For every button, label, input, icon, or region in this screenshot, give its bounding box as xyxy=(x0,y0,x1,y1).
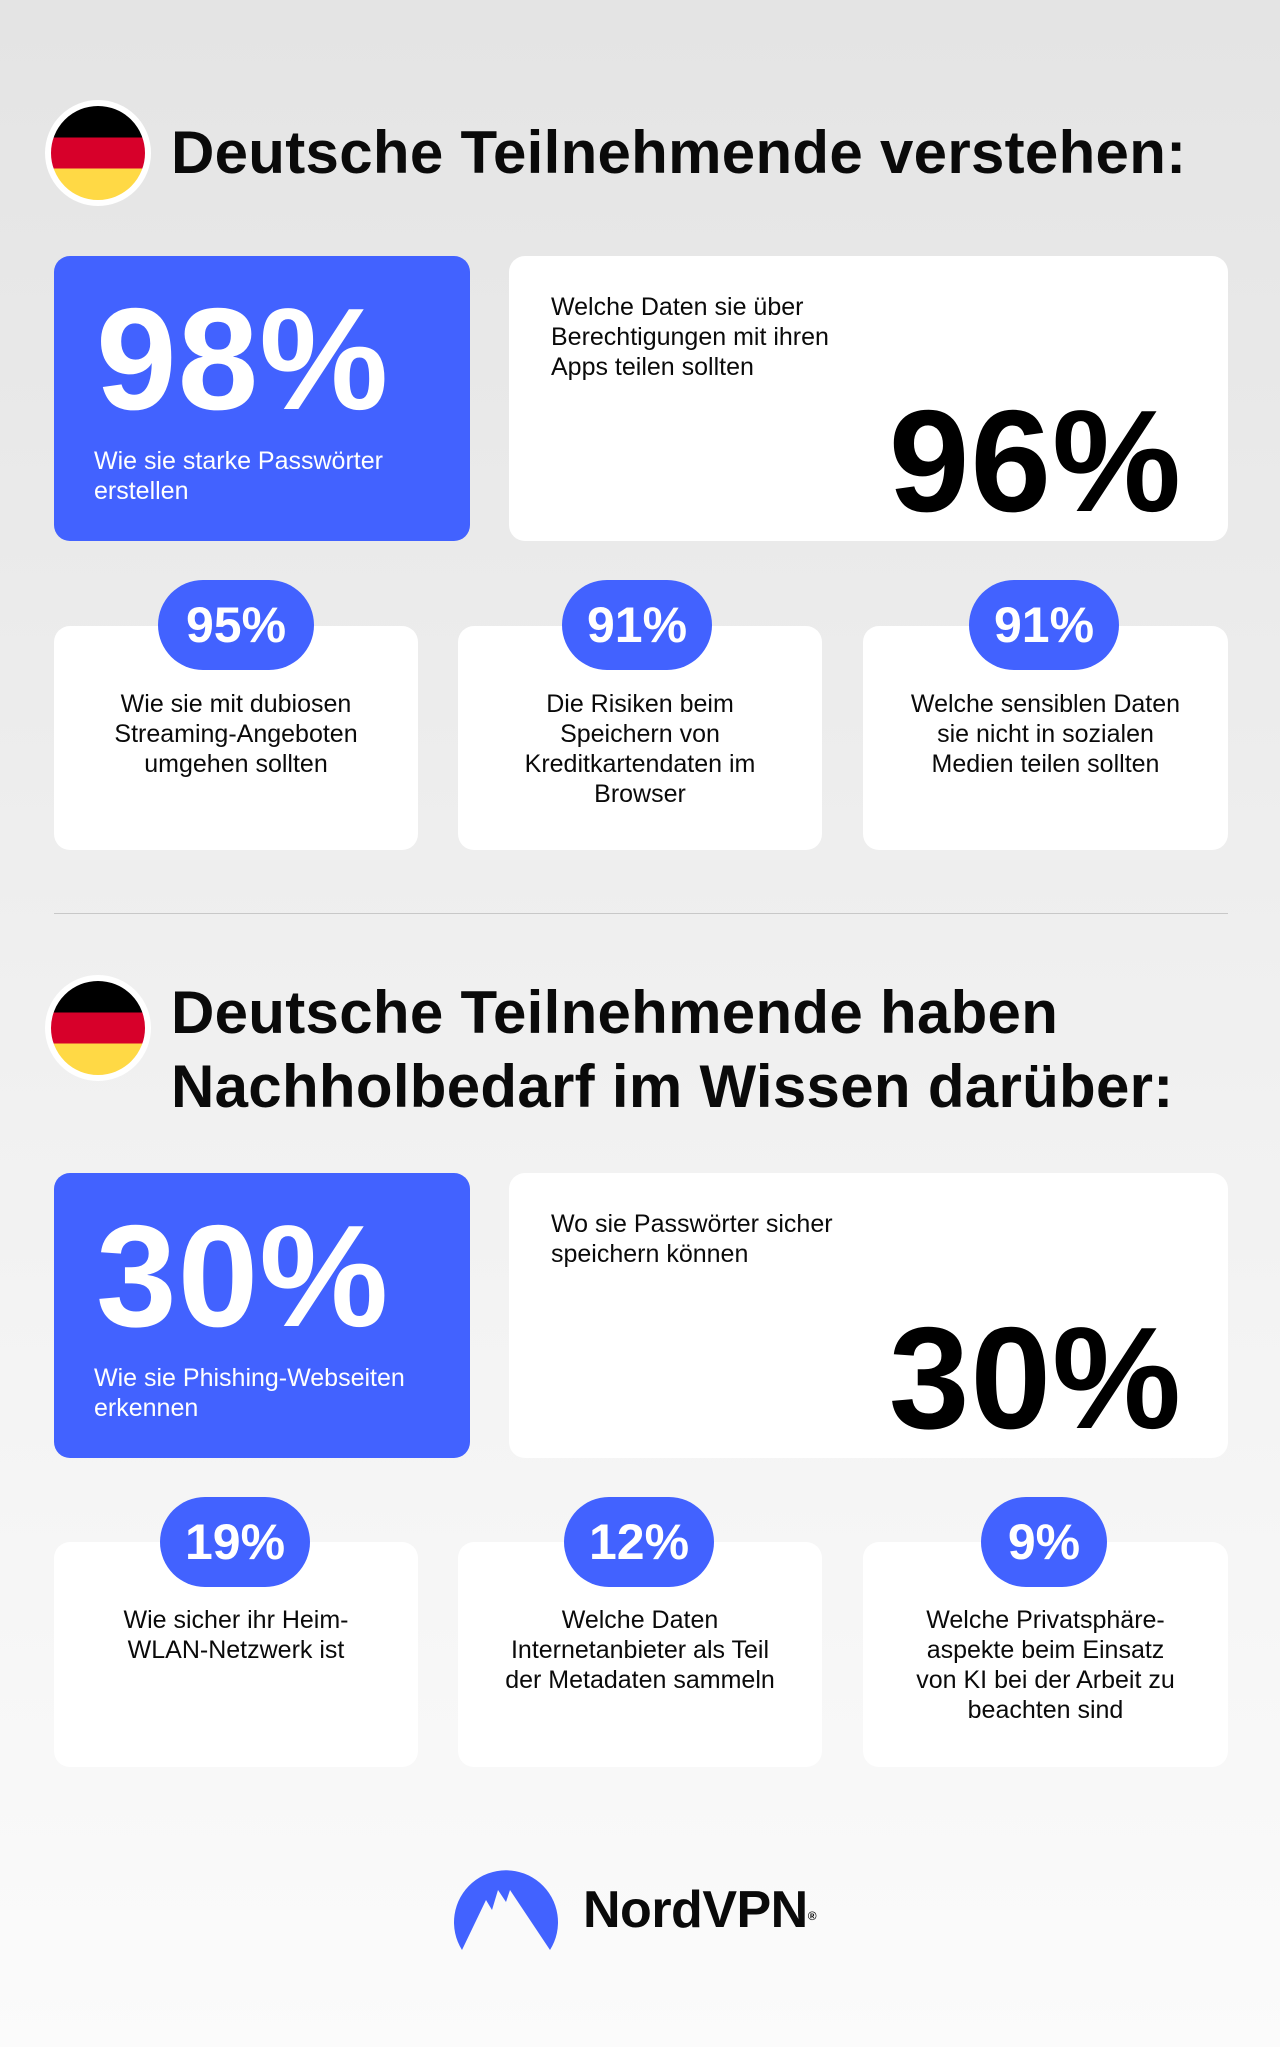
section2-title: Deutsche Teilnehmende haben Nachholbedar… xyxy=(171,979,1174,1120)
stat-label: Welche sensiblen Daten sie nicht in sozi… xyxy=(910,690,1181,778)
stat-pill: 19% xyxy=(160,1497,310,1587)
stat-label: Wie sicher ihr Heim-WLAN-Netzwerk ist xyxy=(123,1606,349,1664)
stat-pill: 9% xyxy=(981,1497,1107,1587)
nordvpn-logo-icon xyxy=(452,1862,562,1954)
stat-card-primary: 98% Wie sie starke Passwörter erstellen xyxy=(54,256,470,541)
stat-value: 98% xyxy=(96,278,390,440)
logo-text: NordVPN xyxy=(583,1881,808,1939)
nordvpn-wordmark: NordVPN® xyxy=(583,1880,817,1940)
stat-label: Wie sie mit dubiosen Streaming-Angeboten… xyxy=(114,690,358,778)
stat-label: Wie sie Phishing-Webseiten erkennen xyxy=(94,1364,405,1422)
stat-pill: 91% xyxy=(969,580,1119,670)
stat-label: Welche Privatsphäre-aspekte beim Einsatz… xyxy=(916,1606,1175,1724)
stat-label: Wo sie Passwörter sicher speichern könne… xyxy=(551,1210,833,1268)
stat-value: 96% xyxy=(888,380,1182,542)
stat-pill: 12% xyxy=(564,1497,714,1587)
stat-pill: 91% xyxy=(562,580,712,670)
germany-flag-icon xyxy=(45,975,151,1081)
stat-value: 30% xyxy=(96,1195,390,1357)
registered-mark: ® xyxy=(807,1909,817,1923)
stat-pill: 95% xyxy=(158,580,314,670)
stat-value: 30% xyxy=(888,1297,1182,1459)
stat-label: Wie sie starke Passwörter erstellen xyxy=(94,447,383,505)
stat-label: Welche Daten Internetanbieter als Teil d… xyxy=(505,1606,775,1694)
section1-title: Deutsche Teilnehmende verstehen: xyxy=(171,119,1187,186)
section-divider xyxy=(54,913,1228,914)
germany-flag-icon xyxy=(45,100,151,206)
stat-label: Die Risiken beim Speichern von Kreditkar… xyxy=(524,690,756,808)
stat-label: Welche Daten sie über Berechtigungen mit… xyxy=(551,293,829,381)
stat-card-secondary: Wo sie Passwörter sicher speichern könne… xyxy=(509,1173,1228,1458)
stat-card-secondary: Welche Daten sie über Berechtigungen mit… xyxy=(509,256,1228,541)
stat-card-primary: 30% Wie sie Phishing-Webseiten erkennen xyxy=(54,1173,470,1458)
